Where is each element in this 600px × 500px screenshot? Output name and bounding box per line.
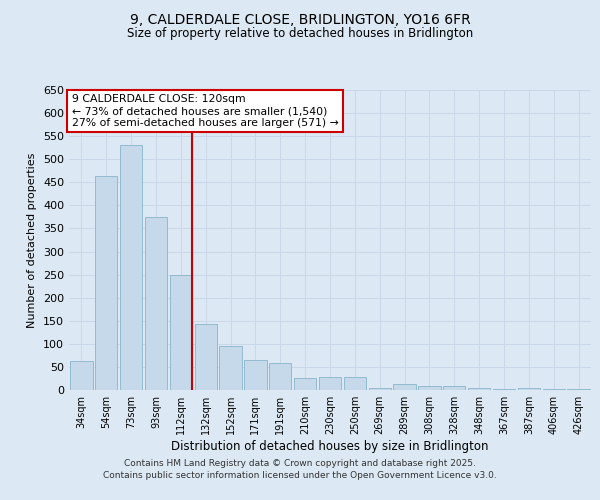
Bar bbox=[493, 388, 515, 390]
Bar bbox=[418, 386, 440, 390]
Bar bbox=[269, 363, 292, 390]
Bar bbox=[368, 388, 391, 390]
Text: 9, CALDERDALE CLOSE, BRIDLINGTON, YO16 6FR: 9, CALDERDALE CLOSE, BRIDLINGTON, YO16 6… bbox=[130, 12, 470, 26]
Text: Contains public sector information licensed under the Open Government Licence v3: Contains public sector information licen… bbox=[103, 471, 497, 480]
Bar bbox=[443, 386, 466, 390]
Bar bbox=[170, 274, 192, 390]
Bar bbox=[70, 361, 92, 390]
X-axis label: Distribution of detached houses by size in Bridlington: Distribution of detached houses by size … bbox=[171, 440, 489, 453]
Text: Size of property relative to detached houses in Bridlington: Size of property relative to detached ho… bbox=[127, 28, 473, 40]
Bar bbox=[468, 388, 490, 390]
Bar bbox=[120, 146, 142, 390]
Bar bbox=[220, 346, 242, 390]
Y-axis label: Number of detached properties: Number of detached properties bbox=[28, 152, 37, 328]
Bar bbox=[145, 217, 167, 390]
Text: Contains HM Land Registry data © Crown copyright and database right 2025.: Contains HM Land Registry data © Crown c… bbox=[124, 458, 476, 468]
Bar bbox=[518, 388, 540, 390]
Bar bbox=[294, 378, 316, 390]
Bar bbox=[344, 377, 366, 390]
Bar bbox=[244, 360, 266, 390]
Bar bbox=[394, 384, 416, 390]
Bar bbox=[95, 176, 118, 390]
Bar bbox=[194, 324, 217, 390]
Bar bbox=[319, 377, 341, 390]
Bar bbox=[568, 389, 590, 390]
Bar bbox=[542, 389, 565, 390]
Text: 9 CALDERDALE CLOSE: 120sqm
← 73% of detached houses are smaller (1,540)
27% of s: 9 CALDERDALE CLOSE: 120sqm ← 73% of deta… bbox=[71, 94, 338, 128]
